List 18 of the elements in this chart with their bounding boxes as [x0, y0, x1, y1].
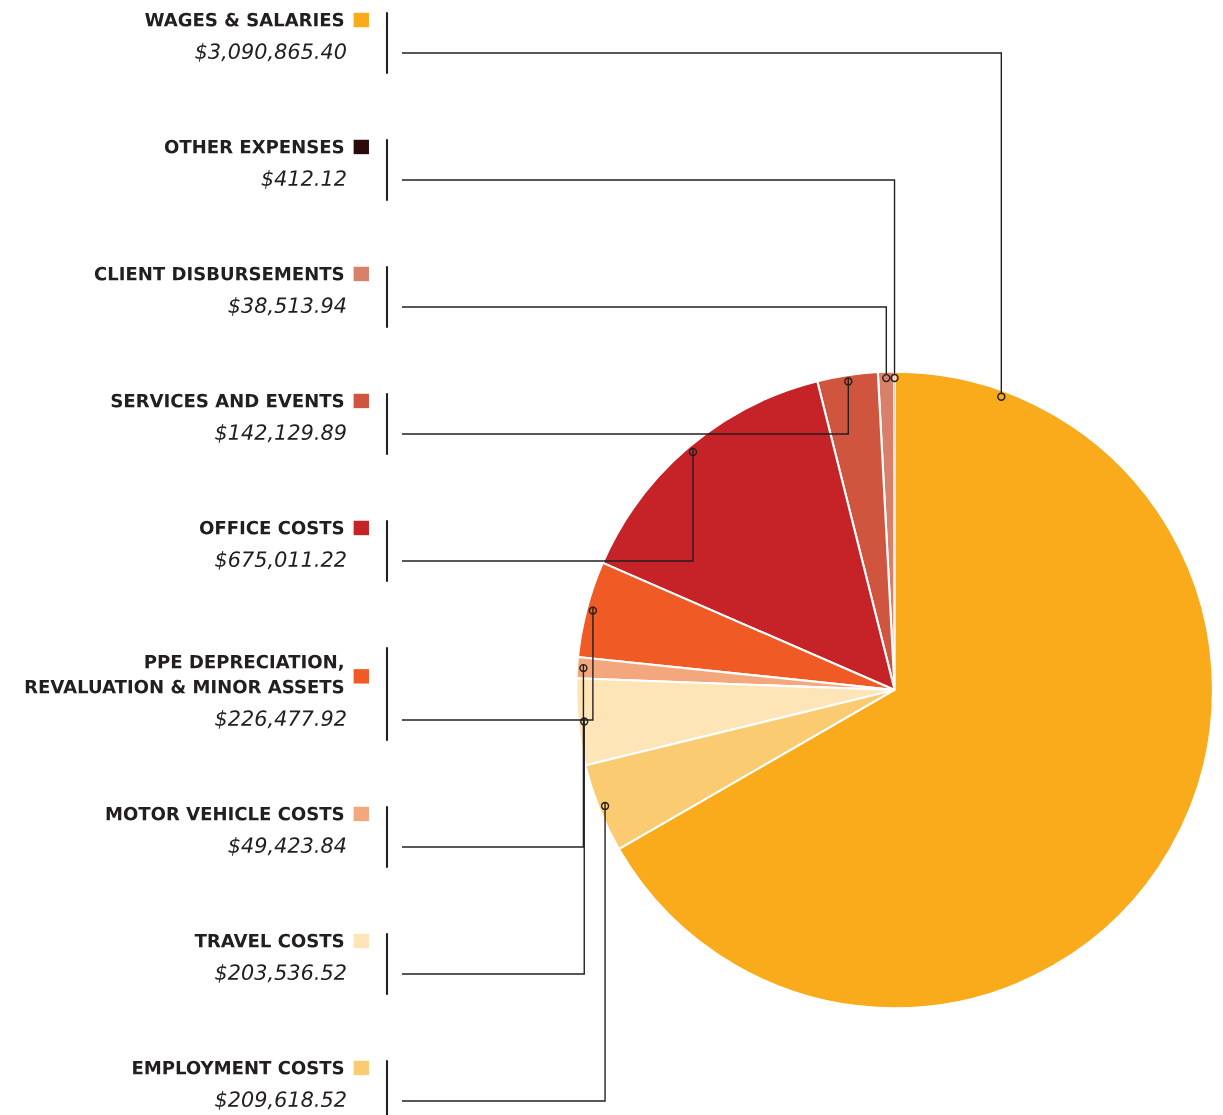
data-label: $226,477.92 — [215, 709, 346, 729]
legend-label: OTHER EXPENSES — [164, 139, 344, 154]
data-label: $203,536.52 — [215, 963, 346, 983]
data-label: $3,090,865.40 — [195, 42, 346, 62]
legend-label: MOTOR VEHICLE COSTS — [106, 806, 344, 821]
legend-label: CLIENT DISBURSEMENTS — [94, 266, 344, 281]
legend-label: TRAVEL COSTS — [194, 933, 344, 948]
data-label: $49,423.84 — [228, 836, 346, 856]
legend-label: WAGES & SALARIES — [145, 12, 344, 27]
legend-label: OFFICE COSTS — [199, 520, 344, 535]
data-label: $38,513.94 — [228, 296, 346, 316]
legend-label: SERVICES AND EVENTS — [111, 393, 344, 408]
legend-label: PPE DEPRECIATION, REVALUATION & MINOR ASSETS — [25, 654, 344, 694]
data-label: $675,011.22 — [215, 550, 346, 570]
data-label: $209,618.52 — [215, 1090, 346, 1110]
data-label: $142,129.89 — [215, 423, 346, 443]
legend-label: EMPLOYMENT COSTS — [133, 1060, 344, 1075]
data-label: $412.12 — [261, 169, 346, 189]
